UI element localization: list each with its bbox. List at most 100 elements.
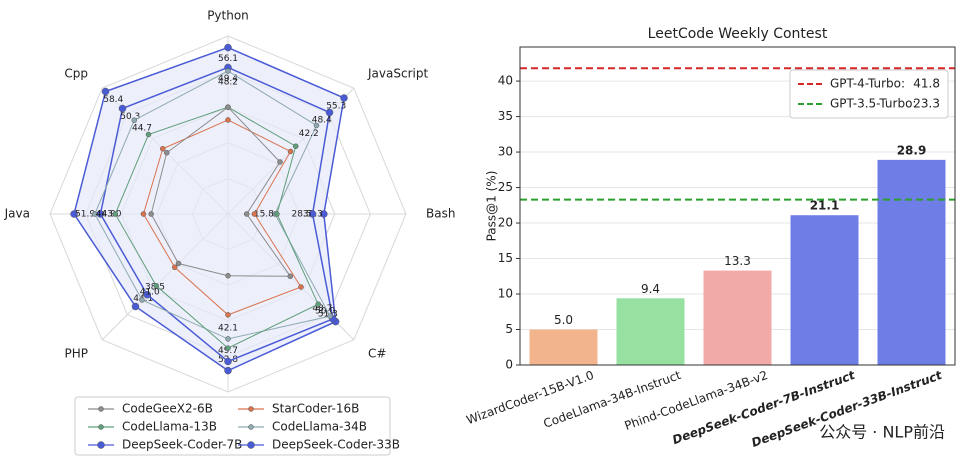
radar-point bbox=[293, 143, 299, 149]
y-tick-label: 10 bbox=[498, 287, 513, 301]
radar-point bbox=[139, 297, 145, 303]
legend-marker bbox=[97, 441, 105, 449]
data-label: 5.0 bbox=[554, 313, 573, 327]
radar-point bbox=[175, 260, 182, 267]
axis-label: Bash bbox=[426, 207, 455, 221]
data-label: 28.9 bbox=[897, 143, 927, 157]
radar-point bbox=[163, 149, 170, 156]
data-label: 48.7 bbox=[312, 304, 332, 314]
data-label: 50.3 bbox=[120, 112, 140, 122]
radar-point bbox=[101, 87, 110, 96]
radar-point bbox=[327, 313, 333, 319]
data-label: 9.4 bbox=[641, 282, 660, 296]
radar-point bbox=[153, 282, 160, 289]
legend-label: DeepSeek-Coder-33B bbox=[272, 438, 400, 452]
radar-point bbox=[145, 131, 152, 138]
axis-label: JavaScript bbox=[367, 66, 428, 80]
radar-point bbox=[140, 211, 147, 217]
data-label: 56.1 bbox=[218, 54, 238, 64]
x-tick-label: Phind-CodeLlama-34B-v2 bbox=[623, 368, 770, 433]
axis-label: PHP bbox=[64, 347, 88, 361]
y-tick-label: 25 bbox=[498, 180, 513, 194]
data-label: 58.4 bbox=[103, 95, 123, 105]
data-label: 49.4 bbox=[218, 74, 238, 84]
data-label: 13.3 bbox=[724, 254, 751, 268]
data-label: 49.7 bbox=[218, 346, 238, 356]
radar-point bbox=[225, 68, 231, 74]
bar bbox=[529, 329, 598, 365]
radar-point bbox=[171, 264, 178, 271]
radar-point bbox=[143, 291, 151, 299]
data-label: 51.3 bbox=[318, 309, 338, 319]
radar-point bbox=[70, 210, 78, 218]
radar-point bbox=[131, 302, 140, 311]
axis-label: Cpp bbox=[64, 66, 88, 80]
radar-point bbox=[224, 366, 232, 375]
data-label: 48.4 bbox=[312, 116, 332, 126]
legend-value: 23.3 bbox=[913, 97, 940, 111]
radar-point bbox=[160, 146, 166, 152]
radar-point bbox=[225, 312, 231, 318]
y-axis-label: Pass@1 (%) bbox=[485, 171, 499, 242]
data-label: 41.0 bbox=[140, 288, 160, 298]
radar-point bbox=[225, 345, 231, 351]
y-tick-label: 5 bbox=[505, 322, 513, 336]
bar bbox=[790, 215, 859, 365]
radar-point bbox=[224, 357, 232, 366]
radar-point bbox=[243, 211, 250, 217]
axis-label: Java bbox=[4, 207, 30, 221]
bar bbox=[877, 159, 946, 365]
legend-marker bbox=[98, 406, 104, 412]
radar-point bbox=[112, 211, 119, 217]
radar-point bbox=[225, 272, 231, 279]
radar-point bbox=[308, 210, 317, 218]
radar-point bbox=[287, 148, 294, 155]
radar-point bbox=[148, 211, 154, 217]
legend-marker bbox=[248, 406, 254, 412]
radar-point bbox=[313, 122, 320, 129]
legend-box bbox=[789, 69, 949, 119]
data-label: 48.2 bbox=[218, 78, 238, 88]
radar-point bbox=[320, 210, 328, 218]
legend-label: StarCoder-16B bbox=[272, 402, 359, 416]
data-label: 55.3 bbox=[326, 101, 346, 111]
data-label: 51.9 bbox=[75, 210, 95, 220]
radar-point bbox=[298, 284, 304, 290]
radar-point bbox=[225, 117, 231, 123]
legend-marker bbox=[247, 441, 255, 449]
legend-label: CodeLlama-13B bbox=[122, 420, 217, 434]
radar-point bbox=[340, 94, 348, 102]
radar-point bbox=[92, 211, 98, 217]
legend-label: GPT-4-Turbo: bbox=[830, 77, 905, 91]
legend-label: CodeGeeX2-6B bbox=[122, 402, 213, 416]
y-tick-label: 30 bbox=[498, 145, 513, 159]
legend-marker bbox=[248, 424, 254, 430]
radar-point bbox=[325, 108, 334, 117]
radar-point bbox=[287, 273, 294, 280]
legend-label: GPT-3.5-Turbo: bbox=[830, 97, 916, 111]
data-label: 42.2 bbox=[299, 129, 319, 139]
chart-title: LeetCode Weekly Contest bbox=[648, 26, 828, 42]
radar-point bbox=[225, 104, 231, 110]
radar-point bbox=[118, 104, 127, 113]
data-label: 42.1 bbox=[218, 323, 238, 333]
radar-point bbox=[274, 211, 280, 217]
data-label: 44.9 bbox=[96, 210, 116, 220]
axis-label: Python bbox=[207, 9, 249, 23]
data-label: 15.8 bbox=[254, 210, 274, 220]
y-tick-label: 20 bbox=[498, 216, 513, 230]
legend-box bbox=[74, 396, 391, 456]
y-tick-label: 0 bbox=[505, 358, 513, 372]
y-tick-label: 15 bbox=[498, 251, 513, 265]
legend-label: DeepSeek-Coder-7B bbox=[122, 438, 242, 452]
radar-point bbox=[251, 211, 258, 217]
radar-point bbox=[277, 159, 283, 165]
data-label: 43.0 bbox=[101, 210, 121, 220]
axis-label: C# bbox=[368, 347, 386, 361]
legend-value: 41.8 bbox=[913, 77, 940, 91]
data-label: 21.1 bbox=[810, 199, 840, 213]
watermark: 公众号 · NLP前沿 bbox=[819, 423, 945, 442]
data-label: 50.0 bbox=[315, 307, 335, 317]
data-label: 44.7 bbox=[132, 124, 152, 134]
